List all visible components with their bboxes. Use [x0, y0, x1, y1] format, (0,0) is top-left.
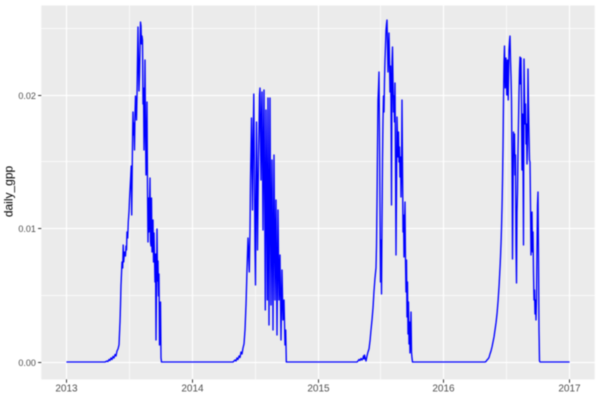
svg-text:0.00: 0.00: [18, 358, 36, 368]
svg-text:2014: 2014: [181, 384, 204, 395]
svg-text:2015: 2015: [307, 384, 330, 395]
svg-text:2013: 2013: [55, 384, 78, 395]
svg-text:0.01: 0.01: [18, 224, 36, 234]
svg-text:daily_gpp: daily_gpp: [2, 165, 16, 217]
svg-text:2017: 2017: [558, 384, 581, 395]
svg-text:0.02: 0.02: [18, 91, 36, 101]
svg-text:2016: 2016: [432, 384, 455, 395]
